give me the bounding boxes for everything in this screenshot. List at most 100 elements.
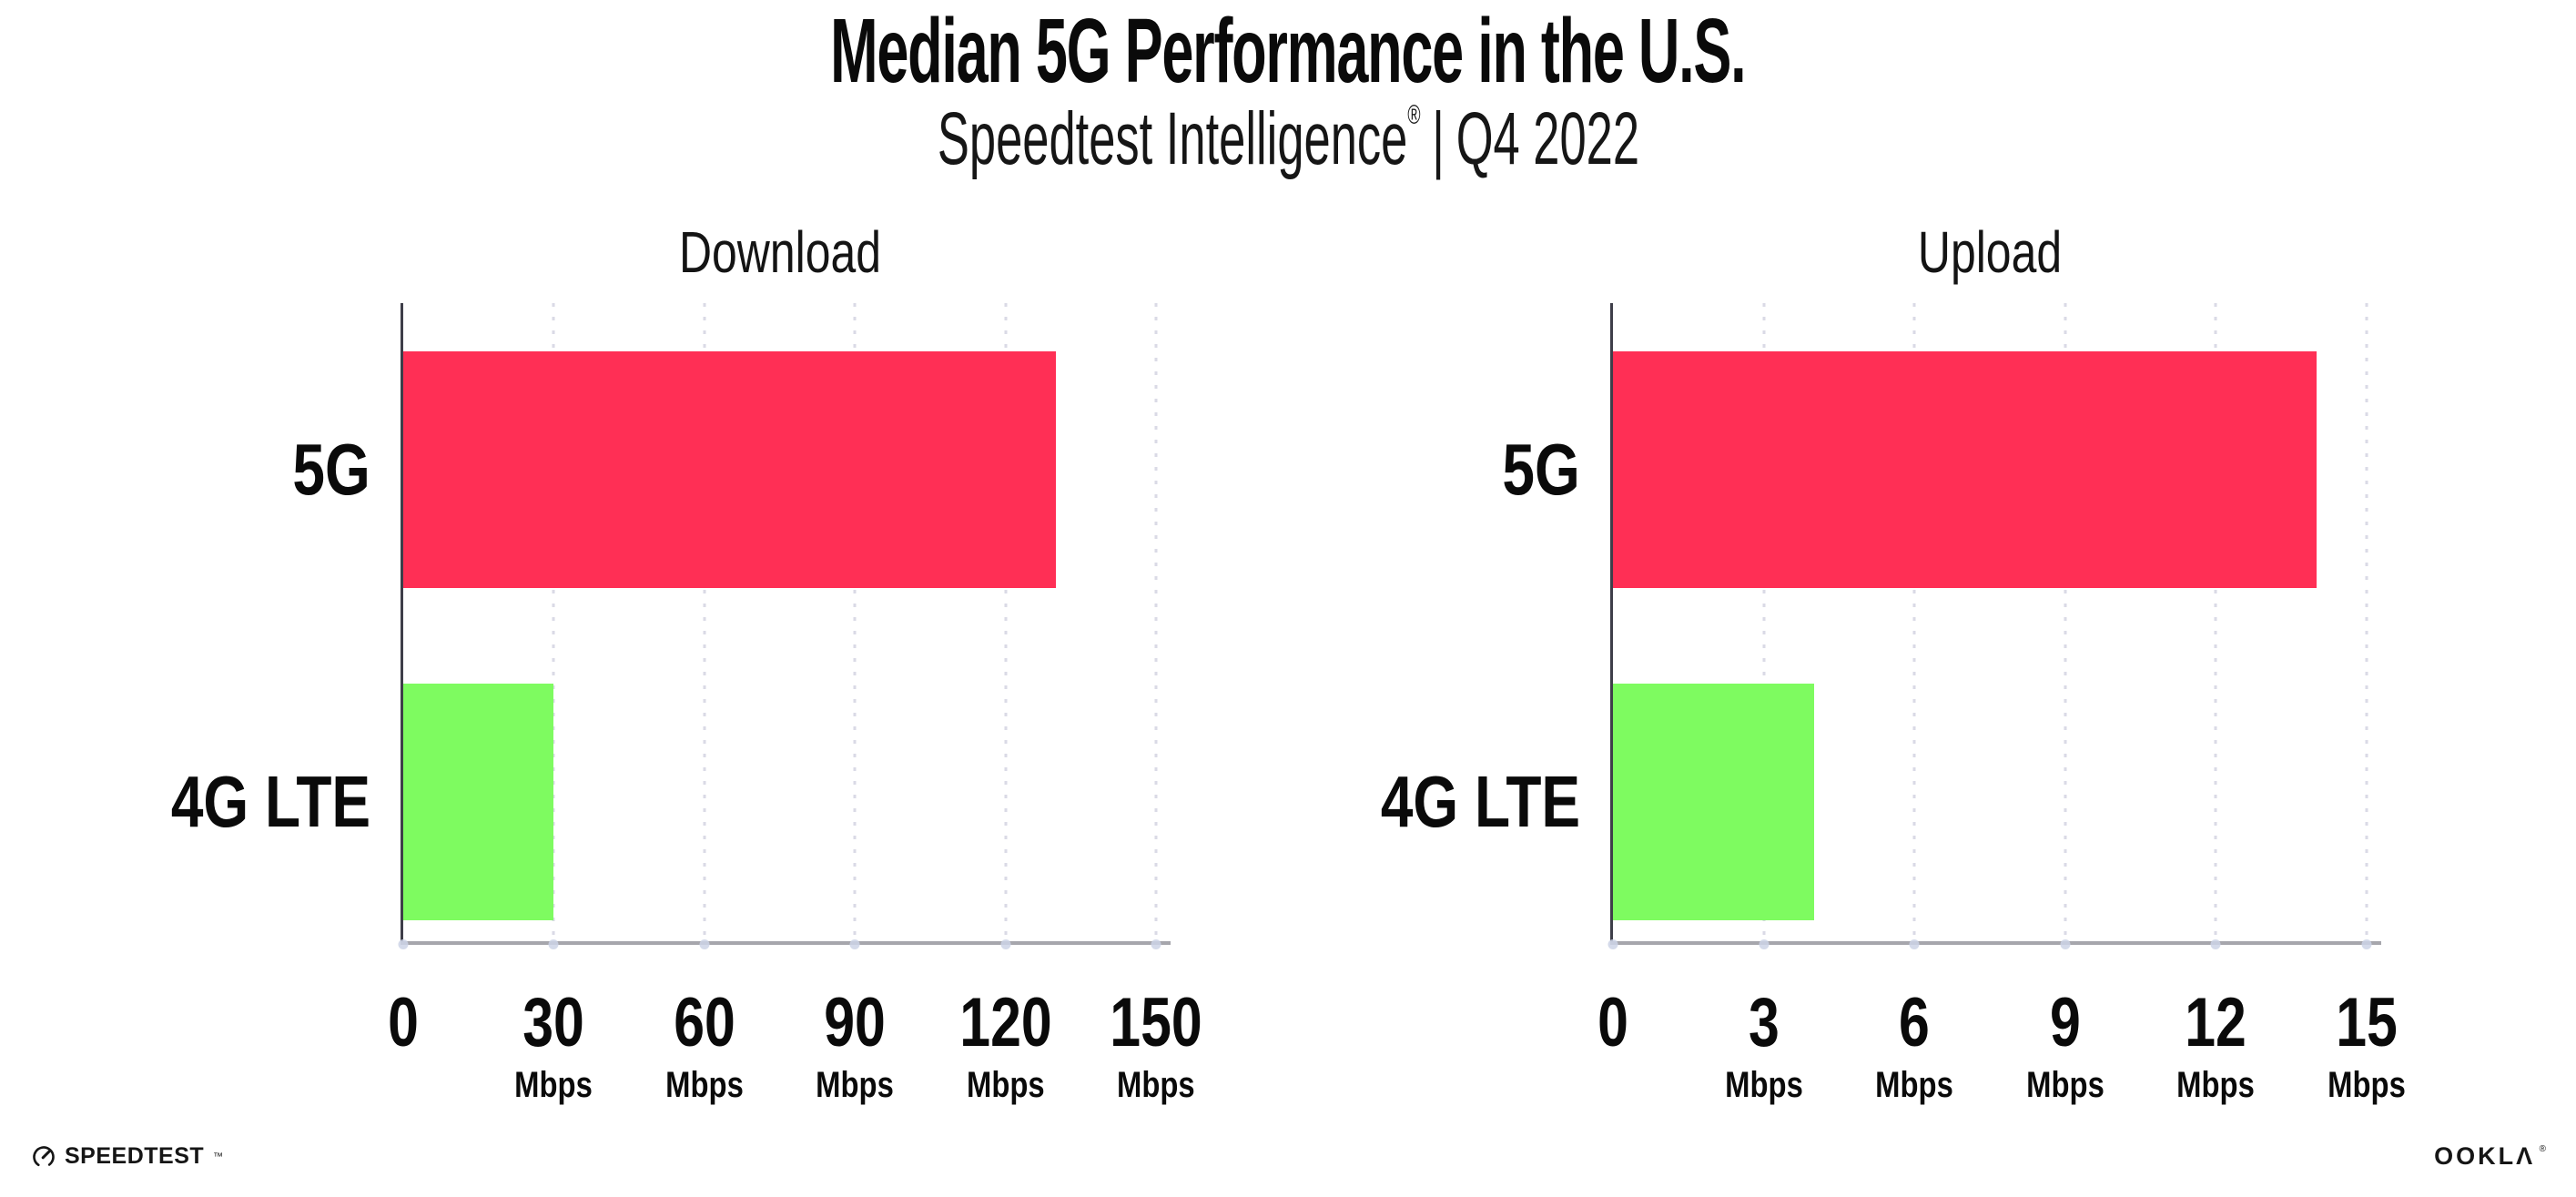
x-tick-150: 150 Mbps <box>1099 989 1214 1104</box>
x-tick-value: 0 <box>384 989 422 1058</box>
upload-chart: Upload 5G 4G LTE 0 3 Mbps 6 Mbps 9 Mbps 12 Mbps 15 Mb… <box>1381 223 2406 1103</box>
gridline-90 <box>853 303 857 941</box>
x-tick-30: 30 Mbps <box>506 989 601 1104</box>
axis-tick-dot-150 <box>1151 939 1161 949</box>
axis-tick-dot-60 <box>699 939 710 949</box>
subtitle-separator: | <box>1431 97 1445 180</box>
gridline-12 <box>2214 303 2217 941</box>
x-tick-value-text: 120 <box>958 984 1052 1061</box>
x-tick-unit: Mbps <box>807 1067 902 1103</box>
bar-4g-lte <box>403 684 554 920</box>
speedtest-wordmark: SPEEDTEST <box>65 1143 205 1169</box>
x-tick-value: 30 <box>506 989 601 1058</box>
page-header: Median 5G Performance in the U.S. <box>0 5 2576 96</box>
x-tick-value: 6 <box>1867 989 1962 1058</box>
x-tick-value-text: 0 <box>388 984 419 1061</box>
x-tick-value-text: 30 <box>522 984 585 1061</box>
x-tick-value: 120 <box>948 989 1063 1058</box>
x-tick-120: 120 Mbps <box>948 989 1063 1104</box>
x-tick-value-text: 90 <box>824 984 886 1061</box>
x-tick-6: 6 Mbps <box>1867 989 1962 1105</box>
x-tick-value: 12 <box>2168 989 2263 1058</box>
x-tick-unit: Mbps <box>2319 1067 2414 1103</box>
bar-5g <box>1613 351 2317 588</box>
category-label-5g: 5G <box>273 433 370 506</box>
x-tick-unit: Mbps <box>2168 1067 2263 1103</box>
category-label-text: 5G <box>1502 429 1580 510</box>
axis-tick-dot-15 <box>2361 939 2372 949</box>
x-tick-90: 90 Mbps <box>807 989 902 1104</box>
x-tick-unit-text: Mbps <box>1875 1065 1954 1105</box>
x-tick-unit-text: Mbps <box>664 1065 744 1105</box>
x-tick-value: 90 <box>807 989 902 1058</box>
registered-trademark-mark: ® <box>1406 100 1420 130</box>
x-tick-value-text: 9 <box>2049 984 2081 1061</box>
category-label-text: 5G <box>292 429 370 510</box>
category-label-5g: 5G <box>1483 433 1580 506</box>
subtitle-period: Q4 2022 <box>1455 97 1639 180</box>
x-tick-value-text: 6 <box>1899 984 1931 1061</box>
x-axis-line <box>1610 941 2381 945</box>
axis-tick-dot-120 <box>1000 939 1011 949</box>
x-tick-value: 9 <box>2018 989 2113 1058</box>
speedtest-logo: SPEEDTEST ™ <box>31 1143 223 1170</box>
x-tick-value: 150 <box>1099 989 1214 1058</box>
x-tick-unit-text: Mbps <box>514 1065 593 1105</box>
axis-tick-dot-12 <box>2210 939 2221 949</box>
category-label-text: 4G LTE <box>1380 761 1580 842</box>
chart-title: Download <box>650 223 909 281</box>
x-tick-unit-text: Mbps <box>2328 1065 2406 1105</box>
page-title: Median 5G Performance in the U.S. <box>830 0 1746 102</box>
x-tick-unit-text: Mbps <box>966 1065 1045 1105</box>
x-tick-value: 3 <box>1716 989 1810 1058</box>
axis-tick-dot-9 <box>2060 939 2071 949</box>
x-tick-unit-text: Mbps <box>816 1065 895 1105</box>
bar-5g <box>403 351 1056 588</box>
gridline-150 <box>1154 303 1158 941</box>
ookla-logo: OOKLΛ ® <box>2434 1144 2546 1169</box>
x-tick-unit: Mbps <box>948 1067 1063 1103</box>
x-tick-0: 0 <box>1594 989 1632 1058</box>
x-tick-value-text: 150 <box>1110 984 1202 1061</box>
x-tick-unit: Mbps <box>506 1067 601 1103</box>
x-tick-unit: Mbps <box>1099 1067 1214 1103</box>
gridline-9 <box>2064 303 2067 941</box>
axis-tick-dot-3 <box>1759 939 1770 949</box>
x-tick-unit: Mbps <box>2018 1067 2113 1103</box>
axis-tick-dot-0 <box>1607 939 1618 949</box>
x-tick-60: 60 Mbps <box>657 989 752 1105</box>
gridline-120 <box>1004 303 1008 941</box>
y-axis-line <box>1610 303 1613 943</box>
x-tick-value-text: 60 <box>673 984 735 1061</box>
axis-tick-dot-0 <box>398 939 409 949</box>
gridline-6 <box>1912 303 1916 941</box>
gridline-15 <box>2365 303 2368 941</box>
x-tick-0: 0 <box>384 989 422 1058</box>
axis-tick-dot-30 <box>548 939 559 949</box>
x-tick-value: 0 <box>1594 989 1632 1058</box>
chart-title: Upload <box>1898 223 2083 281</box>
ookla-wordmark: OOKLΛ <box>2434 1142 2536 1170</box>
x-tick-unit-text: Mbps <box>2176 1065 2256 1105</box>
x-tick-value-text: 15 <box>2336 984 2398 1061</box>
chart-title-text: Upload <box>1917 219 2063 285</box>
x-tick-value-text: 3 <box>1748 984 1780 1061</box>
speedometer-icon <box>33 1145 55 1168</box>
plot-area <box>398 303 1171 949</box>
x-tick-15: 15 Mbps <box>2319 989 2414 1104</box>
x-tick-value-text: 12 <box>2185 984 2247 1061</box>
x-tick-value-text: 0 <box>1597 984 1628 1061</box>
category-label-4g-lte: 4G LTE <box>121 766 370 838</box>
x-tick-value: 15 <box>2319 989 2414 1058</box>
gridline-30 <box>552 303 555 941</box>
x-tick-value: 60 <box>657 989 752 1058</box>
category-label-text: 4G LTE <box>170 761 370 842</box>
chart-title-text: Download <box>678 219 881 285</box>
plot-area <box>1607 303 2381 949</box>
gridline-60 <box>703 303 706 941</box>
x-tick-12: 12 Mbps <box>2168 989 2263 1104</box>
category-label-4g-lte: 4G LTE <box>1331 766 1580 838</box>
x-tick-unit: Mbps <box>1716 1067 1810 1103</box>
x-tick-unit-text: Mbps <box>1117 1065 1195 1105</box>
